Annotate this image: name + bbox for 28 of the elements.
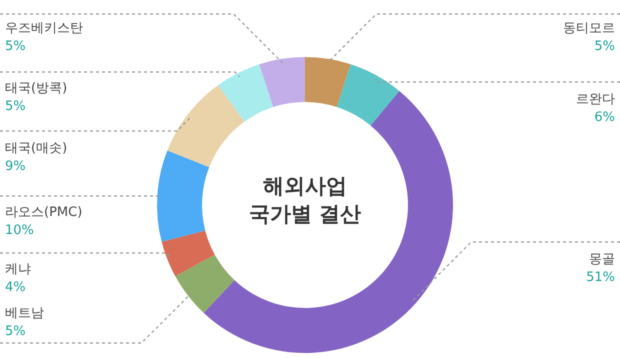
slice-label: 베트남 (5, 306, 44, 321)
text: 해외사업 국가별 결산 (248, 174, 362, 226)
donut-slice (167, 85, 244, 168)
data-label: 4% (5, 280, 26, 295)
donut-slice (204, 90, 453, 353)
slice-label: 태국(매솟) (5, 141, 68, 156)
donut-slice (259, 57, 305, 108)
slice-label: 몽골 (589, 252, 615, 267)
data-label: 5% (5, 39, 26, 54)
data-label: 5% (5, 99, 26, 114)
data-label: 51% (586, 270, 615, 285)
donut-slice (157, 150, 210, 242)
donut-slice (162, 230, 215, 276)
slice-label: 케냐 (5, 262, 31, 277)
donut-slice (336, 64, 400, 126)
data-label: 10% (5, 223, 34, 238)
donut-slice (218, 64, 274, 122)
slice-label: 르완다 (576, 92, 615, 107)
data-label: 9% (5, 159, 26, 174)
slice-label: 우즈베키스탄 (5, 21, 83, 36)
data-label: 6% (594, 110, 615, 125)
slice-label: 동티모르 (563, 21, 615, 36)
slice-label: 라오스(PMC) (5, 205, 82, 220)
data-label: 5% (5, 324, 26, 339)
data-label: 5% (594, 39, 615, 54)
slice-label: 태국(방콕) (5, 81, 68, 96)
donut-slice (175, 254, 234, 313)
donut-slice (305, 57, 351, 108)
